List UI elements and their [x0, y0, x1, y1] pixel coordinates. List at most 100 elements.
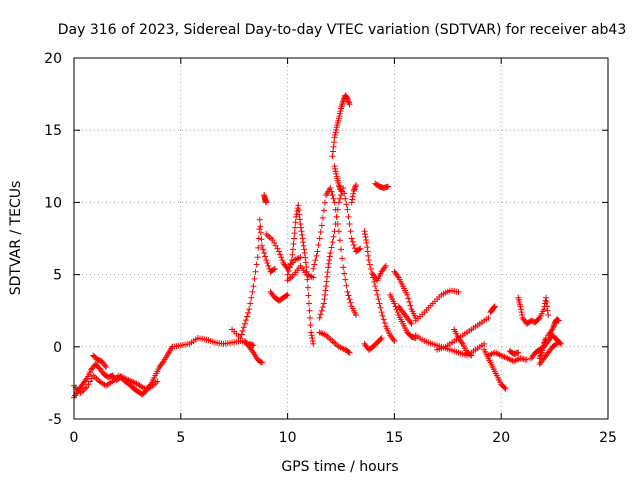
- x-tick-label: 15: [385, 430, 403, 446]
- data-point: [316, 235, 323, 242]
- data-point: [541, 338, 548, 345]
- data-point: [292, 219, 299, 226]
- x-tick-label: 5: [176, 430, 185, 446]
- series-track-n: [329, 92, 353, 160]
- data-point: [344, 206, 351, 213]
- data-point: [346, 101, 353, 108]
- data-point: [240, 324, 247, 331]
- data-point: [345, 98, 352, 105]
- y-tick-label: 10: [44, 195, 62, 211]
- data-point: [349, 196, 356, 203]
- data-point: [304, 276, 311, 283]
- data-point: [296, 211, 303, 218]
- data-point: [288, 257, 295, 264]
- data-point: [278, 254, 285, 261]
- series-track-p: [316, 329, 353, 356]
- data-point: [253, 261, 260, 268]
- data-point: [394, 309, 401, 316]
- data-point: [305, 292, 312, 299]
- data-point: [336, 110, 343, 117]
- data-point: [250, 283, 257, 290]
- data-point: [308, 329, 315, 336]
- y-tick-label: 15: [44, 123, 62, 139]
- data-point: [542, 297, 549, 304]
- series-track-w: [387, 291, 419, 342]
- x-tick-label: 10: [279, 430, 297, 446]
- data-point: [333, 213, 340, 220]
- data-point: [248, 294, 255, 301]
- data-point: [328, 244, 335, 251]
- data-point: [270, 266, 277, 273]
- data-point: [304, 284, 311, 291]
- data-point: [543, 294, 550, 301]
- data-point: [263, 199, 270, 206]
- series-track-l: [310, 184, 359, 319]
- data-point: [381, 264, 388, 271]
- data-point: [311, 261, 318, 268]
- data-point: [251, 275, 258, 282]
- data-point: [380, 316, 387, 323]
- data-point: [300, 242, 307, 249]
- data-point: [552, 341, 559, 348]
- data-point: [154, 378, 161, 385]
- data-point: [320, 300, 327, 307]
- data-point: [321, 291, 328, 298]
- data-point: [407, 319, 414, 326]
- data-point: [331, 228, 338, 235]
- series-track-g: [263, 231, 304, 272]
- data-point: [378, 309, 385, 316]
- data-point: [299, 235, 306, 242]
- data-point: [82, 377, 89, 384]
- data-point: [279, 257, 286, 264]
- data-point: [323, 278, 330, 285]
- data-point: [338, 187, 344, 194]
- data-point: [394, 273, 401, 280]
- data-point: [537, 353, 544, 360]
- data-point: [297, 221, 304, 228]
- data-point: [296, 216, 303, 223]
- series-track-ad: [485, 349, 530, 365]
- data-point: [321, 199, 328, 206]
- data-point: [491, 304, 498, 311]
- data-point: [345, 348, 352, 355]
- data-point: [330, 143, 337, 150]
- data-points: [71, 92, 565, 401]
- data-point: [361, 228, 368, 235]
- data-point: [365, 252, 372, 259]
- data-point: [329, 153, 336, 160]
- data-point: [391, 300, 398, 307]
- data-point: [283, 292, 290, 299]
- data-point: [324, 273, 331, 280]
- data-point: [286, 264, 293, 271]
- data-point: [307, 314, 314, 321]
- data-point: [299, 231, 306, 238]
- data-point: [290, 240, 297, 247]
- data-point: [241, 320, 248, 327]
- grid-lines: [74, 58, 608, 419]
- series-track-i: [241, 338, 265, 366]
- data-point: [295, 202, 302, 209]
- data-point: [292, 224, 299, 231]
- data-point: [363, 239, 370, 246]
- data-point: [357, 245, 364, 252]
- data-point: [517, 303, 524, 310]
- data-point: [332, 165, 339, 172]
- data-point: [342, 195, 349, 202]
- data-point: [523, 356, 530, 363]
- data-point: [309, 335, 316, 342]
- data-point: [338, 246, 344, 253]
- series-track-ak: [536, 335, 550, 362]
- data-point: [518, 309, 525, 316]
- data-point: [365, 257, 372, 264]
- data-point: [347, 228, 354, 235]
- data-point: [301, 249, 308, 256]
- data-point: [501, 384, 508, 391]
- data-point: [374, 291, 381, 298]
- data-point: [335, 182, 342, 189]
- data-point: [363, 236, 370, 243]
- data-point: [314, 248, 321, 255]
- plot-frame: [73, 57, 609, 420]
- data-point: [256, 216, 263, 223]
- data-point: [335, 199, 342, 206]
